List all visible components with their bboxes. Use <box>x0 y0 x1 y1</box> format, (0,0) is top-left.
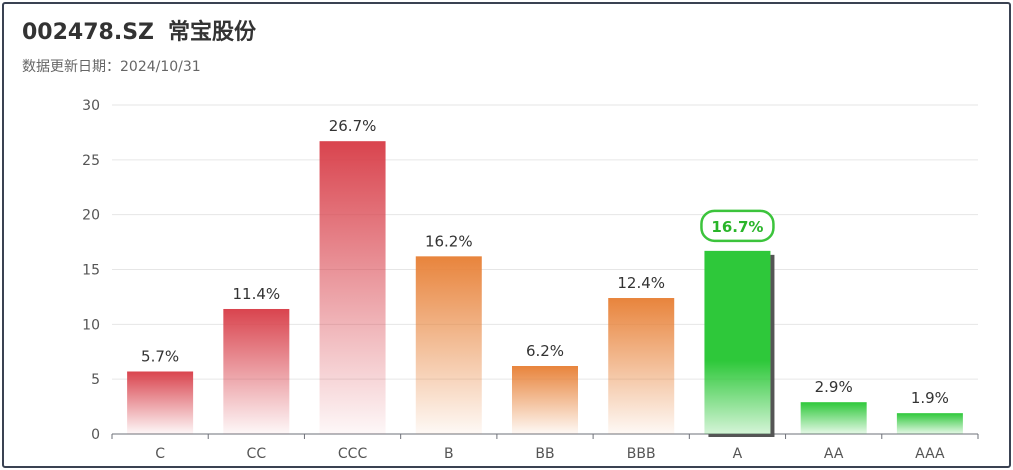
bar-a[interactable] <box>704 250 771 434</box>
y-tick-label: 10 <box>82 317 100 333</box>
stock-code: 002478.SZ <box>22 20 154 45</box>
y-tick-label: 0 <box>91 427 100 443</box>
x-tick-label: BB <box>535 446 554 462</box>
x-tick-label: CCC <box>338 446 368 462</box>
x-tick-label: B <box>444 446 454 462</box>
x-tick-label: CC <box>247 446 267 462</box>
y-tick-label: 15 <box>82 263 100 279</box>
x-tick-label: C <box>155 446 165 462</box>
y-tick-label: 5 <box>91 372 100 388</box>
highlight-shadow <box>708 434 775 437</box>
y-tick-label: 30 <box>82 98 100 114</box>
data-label: 16.7% <box>711 218 763 236</box>
bar-bbb[interactable] <box>608 298 675 434</box>
x-tick-label: BBB <box>627 446 656 462</box>
bar-aa[interactable] <box>800 402 867 434</box>
data-label: 11.4% <box>233 285 281 303</box>
bar-bb[interactable] <box>512 366 578 434</box>
stock-name: 常宝股份 <box>168 20 257 45</box>
highlight-shadow <box>770 254 775 436</box>
data-label: 5.7% <box>141 347 179 365</box>
bar-cc[interactable] <box>223 308 290 434</box>
x-tick-label: AAA <box>915 446 945 462</box>
data-label: 6.2% <box>526 342 564 360</box>
data-label: 16.2% <box>425 232 473 250</box>
y-tick-label: 25 <box>82 153 100 169</box>
y-tick-label: 20 <box>82 208 100 224</box>
bar-b[interactable] <box>415 256 482 434</box>
highlight-label-box <box>700 209 775 243</box>
data-label: 26.7% <box>329 117 377 135</box>
x-tick-label: AA <box>824 446 844 462</box>
chart-title: 002478.SZ 常宝股份 <box>22 14 256 46</box>
data-label: 12.4% <box>617 274 665 292</box>
data-label: 2.9% <box>815 378 853 396</box>
data-label: 1.9% <box>911 389 949 407</box>
x-tick-label: A <box>733 446 743 462</box>
update-date: 数据更新日期：2024/10/31 <box>22 59 201 75</box>
bar-ccc[interactable] <box>319 141 386 434</box>
bar-c[interactable] <box>127 371 194 434</box>
bar-aaa[interactable] <box>896 413 963 434</box>
